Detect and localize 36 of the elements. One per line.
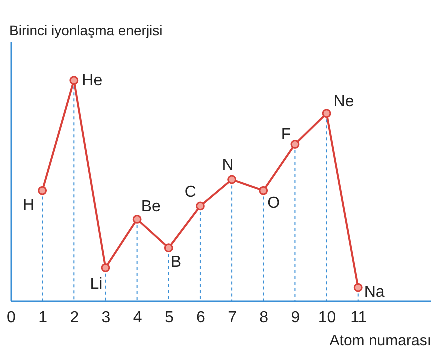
- point: [101, 263, 110, 272]
- annotation: He: [82, 72, 103, 90]
- x-tick-label: 11: [350, 310, 368, 326]
- x-tick-label: 9: [291, 310, 300, 326]
- point: [132, 214, 142, 224]
- x-tick-label: 6: [196, 310, 206, 326]
- point: [38, 186, 48, 196]
- x-tick-label: 0: [7, 310, 16, 326]
- x-tick-label: 7: [228, 310, 238, 326]
- point: [70, 76, 79, 86]
- x-tick-label: 3: [102, 310, 111, 326]
- annotation: Be: [141, 198, 161, 216]
- annotation: Na: [364, 284, 385, 301]
- annotation: Ne: [334, 94, 354, 111]
- annotation: O: [268, 194, 280, 212]
- y-axis-title: Birinci iyonlaşma enerjisi: [10, 22, 163, 38]
- x-tick-label: 8: [260, 310, 269, 326]
- x-tick-label: 4: [133, 310, 142, 326]
- point: [228, 175, 237, 184]
- annotation: B: [170, 254, 182, 272]
- point: [354, 283, 363, 292]
- point: [322, 109, 332, 118]
- x-axis-title: Atom numarası: [330, 332, 432, 350]
- annotation: H: [23, 196, 35, 214]
- x-tick-label: 1: [38, 310, 48, 326]
- annotation: F: [281, 126, 292, 144]
- point: [290, 140, 300, 149]
- point: [164, 244, 174, 253]
- annotation: N: [222, 156, 234, 174]
- annotation: C: [184, 184, 196, 202]
- x-tick-label: 5: [164, 310, 174, 326]
- point: [196, 202, 205, 211]
- annotation: Li: [90, 276, 103, 293]
- x-tick-label: 10: [318, 310, 336, 326]
- x-tick-label: 2: [70, 310, 80, 326]
- point: [259, 186, 268, 196]
